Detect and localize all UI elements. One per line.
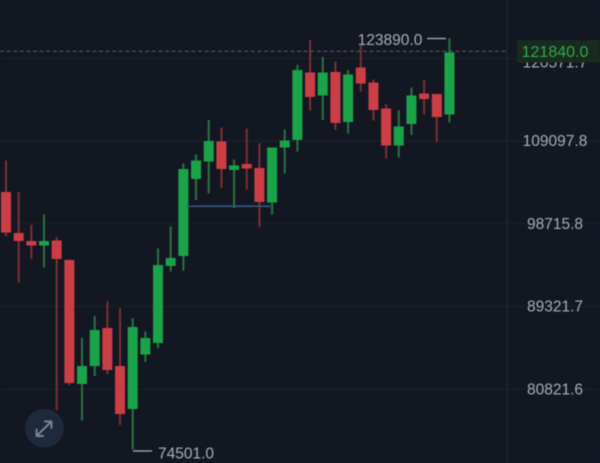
svg-text:109097.8: 109097.8 <box>523 133 588 150</box>
svg-text:98715.8: 98715.8 <box>527 216 583 233</box>
svg-text:123890.0: 123890.0 <box>358 32 423 49</box>
svg-text:121840.0: 121840.0 <box>522 44 589 61</box>
svg-text:89321.7: 89321.7 <box>527 299 583 316</box>
svg-text:80821.6: 80821.6 <box>527 381 583 398</box>
svg-text:74501.0: 74501.0 <box>158 446 214 463</box>
